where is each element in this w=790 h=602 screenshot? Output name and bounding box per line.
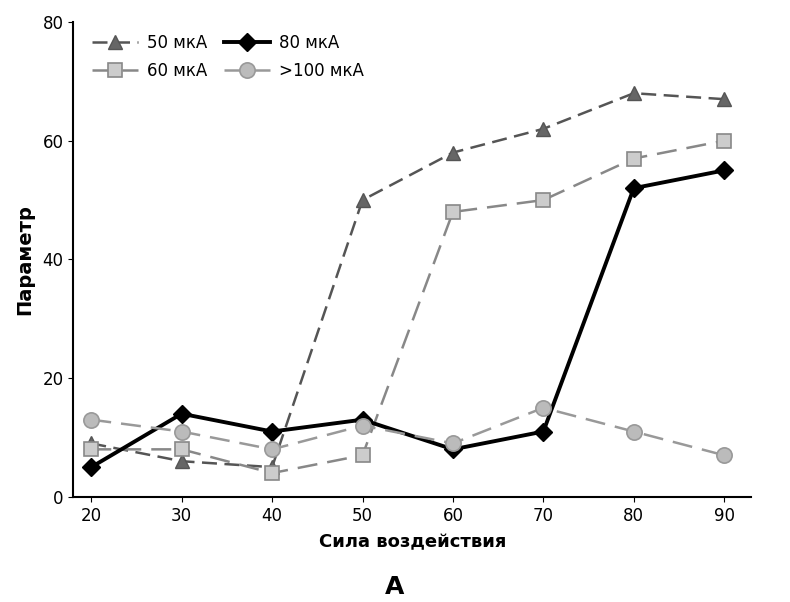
>100 мкА bbox=[358, 422, 367, 429]
Y-axis label: Параметр: Параметр bbox=[15, 204, 34, 315]
60 мкА bbox=[358, 452, 367, 459]
Line: >100 мкА: >100 мкА bbox=[84, 400, 732, 463]
>100 мкА bbox=[267, 445, 276, 453]
80 мкА bbox=[720, 167, 729, 174]
50 мкА bbox=[720, 96, 729, 103]
80 мкА bbox=[177, 410, 186, 417]
Line: 50 мкА: 50 мкА bbox=[85, 86, 731, 474]
Text: А: А bbox=[386, 575, 404, 599]
>100 мкА bbox=[448, 440, 457, 447]
80 мкА bbox=[267, 428, 276, 435]
Line: 60 мкА: 60 мкА bbox=[85, 134, 731, 480]
60 мкА bbox=[629, 155, 638, 162]
Line: 80 мкА: 80 мкА bbox=[85, 164, 731, 473]
50 мкА bbox=[87, 440, 96, 447]
60 мкА bbox=[720, 137, 729, 144]
50 мкА bbox=[539, 125, 548, 132]
50 мкА bbox=[267, 464, 276, 471]
X-axis label: Сила воздействия: Сила воздействия bbox=[318, 533, 506, 551]
80 мкА bbox=[629, 185, 638, 192]
50 мкА bbox=[629, 90, 638, 97]
>100 мкА bbox=[177, 428, 186, 435]
80 мкА bbox=[539, 428, 548, 435]
50 мкА bbox=[177, 458, 186, 465]
>100 мкА bbox=[720, 452, 729, 459]
>100 мкА bbox=[87, 416, 96, 423]
60 мкА bbox=[267, 470, 276, 477]
60 мкА bbox=[177, 445, 186, 453]
80 мкА bbox=[87, 464, 96, 471]
60 мкА bbox=[87, 445, 96, 453]
80 мкА bbox=[448, 445, 457, 453]
>100 мкА bbox=[629, 428, 638, 435]
60 мкА bbox=[539, 196, 548, 203]
50 мкА bbox=[448, 149, 457, 156]
50 мкА bbox=[358, 196, 367, 203]
Legend: 50 мкА, 60 мкА, 80 мкА, >100 мкА: 50 мкА, 60 мкА, 80 мкА, >100 мкА bbox=[88, 30, 367, 83]
>100 мкА bbox=[539, 404, 548, 411]
80 мкА bbox=[358, 416, 367, 423]
60 мкА bbox=[448, 208, 457, 216]
